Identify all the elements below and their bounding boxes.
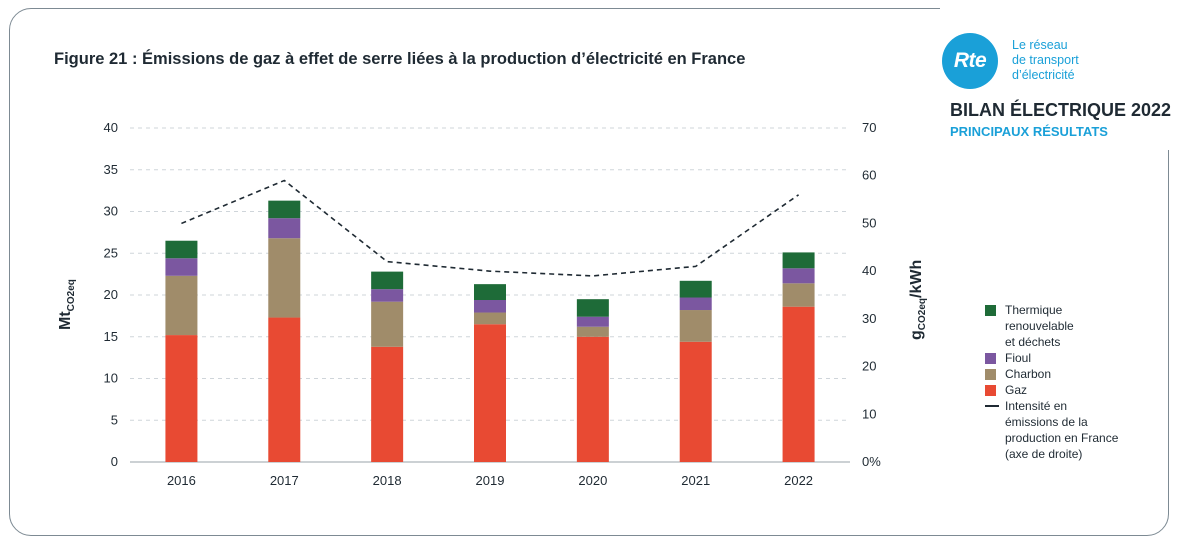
bar-segment [782,252,815,269]
y-tick-label: 10 [104,371,118,386]
legend-line-marker [985,405,999,407]
y2-tick-label: 30 [862,311,876,326]
bar-segment [268,200,301,219]
y-tick-label: 15 [104,329,118,344]
bar-segment [782,306,815,462]
legend-item: Gaz [985,382,1118,398]
bar-segment [371,301,404,347]
legend-label: renouvelable [1005,319,1074,333]
legend-label: Thermique [1005,303,1063,317]
legend-label: émissions de la [1005,415,1088,429]
y-axis-label-main: Mt [57,311,74,330]
legend-item: Charbon [985,366,1118,382]
bar-segment [165,240,198,259]
legend-swatch [985,305,996,316]
legend-label: Gaz [1005,383,1028,397]
logo-caption-line: de transport [1012,53,1079,67]
y-tick-label: 40 [104,120,118,135]
figure-title: Figure 21 : Émissions de gaz à effet de … [54,50,746,68]
intensity-line [181,179,800,277]
legend-item: Intensité en émissions de la production en… [985,398,1118,462]
legend-swatch [985,385,996,396]
logo-caption-line: d’électricité [1012,68,1075,82]
y2-axis-label-main: g [908,330,925,340]
bar-segment [782,283,815,307]
bar-segment [679,280,712,298]
bar-segment [165,275,198,336]
bar-segment [679,297,712,311]
y2-axis-label: gCO2eq/kWh [908,260,928,340]
y2-tick-label: 40 [862,263,876,278]
x-tick-label: 2022 [784,473,813,488]
y-tick-label: 20 [104,287,118,302]
y2-tick-label: 70 [862,120,876,135]
x-tick-label: 2020 [578,473,607,488]
bar-segment [679,341,712,462]
chart-legend: Thermique renouvelable et déchets Fioul Char… [985,302,1118,462]
logo-caption-line: Le réseau [1012,38,1068,52]
bar-segment [474,300,506,313]
bar-segment [474,324,506,462]
bar-segment [268,238,301,318]
logo-caption: Le réseau de transport d’électricité [1012,38,1132,83]
y-axis-label: MtCO2eq [57,279,77,330]
y2-tick-label: 0% [862,454,881,469]
bar-segment [268,218,301,239]
y2-tick-label: 50 [862,215,876,230]
y-tick-label: 35 [104,162,118,177]
bar-segment [576,316,609,327]
bar-segment [679,310,712,342]
bar-segment [474,284,506,301]
y2-tick-label: 20 [862,359,876,374]
legend-label: Intensité en [1005,399,1068,413]
bar-segment [268,317,301,462]
bar-segment [576,336,609,462]
y-tick-label: 25 [104,245,118,260]
y-axis-label-sub: CO2eq [66,279,77,311]
y-tick-label: 30 [104,204,118,219]
report-title: BILAN ÉLECTRIQUE 2022 [950,100,1172,120]
y2-tick-label: 10 [862,406,876,421]
rte-logo-mark: Rte [953,49,987,72]
y2-tick-label: 60 [862,168,876,183]
legend-label: Charbon [1005,367,1052,381]
report-subtitle: PRINCIPAUX RÉSULTATS [950,124,1108,139]
chart-frame [9,8,1169,536]
y-tick-label: 5 [111,412,118,427]
bar-segment [371,271,404,290]
legend-label: Fioul [1005,351,1032,365]
x-tick-label: 2019 [476,473,505,488]
bar-segment [165,335,198,462]
legend-label: et déchets [1005,335,1061,349]
x-tick-label: 2017 [270,473,299,488]
bar-segment [782,268,815,284]
rte-logo: Rte [942,33,998,89]
legend-item: Fioul [985,350,1118,366]
bar-segment [576,326,609,337]
bar-segment [371,289,404,302]
bar-segment [576,299,609,317]
legend-item: Thermique renouvelable et déchets [985,302,1118,350]
x-tick-label: 2018 [373,473,402,488]
x-tick-label: 2021 [681,473,710,488]
legend-swatch [985,369,996,380]
y2-axis-label-sub: CO2eq [917,298,928,330]
x-tick-label: 2016 [167,473,196,488]
y-tick-label: 0 [111,454,118,469]
bar-segment [165,258,198,276]
legend-label: (axe de droite) [1005,447,1083,461]
bar-segment [474,312,506,325]
y2-axis-label-suffix: /kWh [908,260,925,298]
bar-segment [371,346,404,462]
legend-swatch [985,353,996,364]
legend-label: production en France [1005,431,1119,445]
